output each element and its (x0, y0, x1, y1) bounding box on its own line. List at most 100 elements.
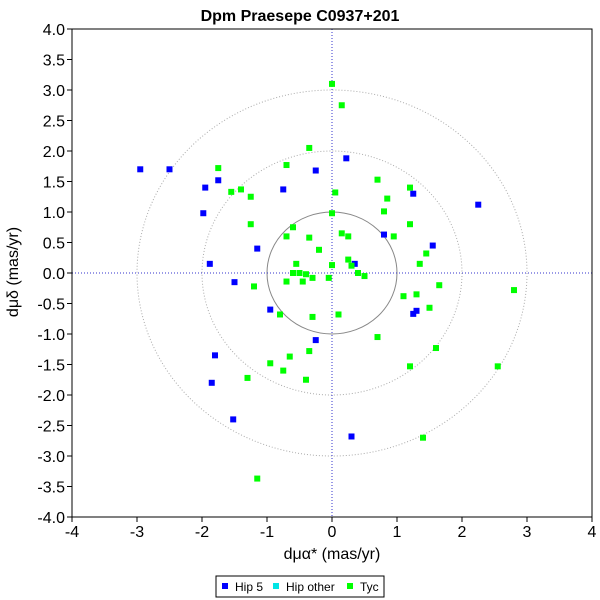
x-tick-label: -4 (65, 524, 79, 541)
legend-swatch-hip-other (273, 583, 279, 589)
point-tyc (296, 270, 303, 276)
point-hip-5 (206, 260, 213, 267)
point-tyc (338, 102, 345, 109)
point-tyc (361, 273, 368, 280)
point-tyc (407, 363, 413, 370)
point-hip-5 (200, 210, 207, 217)
point-hip-5 (312, 337, 319, 344)
x-tick-label: 3 (523, 524, 532, 541)
point-tyc (244, 374, 251, 381)
point-tyc (277, 311, 283, 318)
point-tyc (390, 233, 397, 240)
y-tick-label: -2.5 (37, 419, 65, 436)
point-tyc (293, 260, 300, 267)
point-tyc (329, 262, 335, 269)
x-tick-label: 0 (328, 524, 337, 541)
point-hip-5 (231, 279, 238, 286)
point-hip-5 (413, 307, 420, 314)
point-hip-5 (267, 306, 274, 313)
point-tyc (338, 230, 345, 237)
point-hip-5 (166, 166, 173, 173)
x-tick-label: 2 (458, 524, 467, 541)
point-tyc (355, 270, 361, 276)
y-tick-label: -2.0 (37, 388, 65, 405)
legend-items: Hip 5 Hip other Tyc (222, 580, 379, 594)
y-tick-label: 1.0 (43, 205, 65, 222)
y-tick-label: 2.0 (43, 144, 65, 161)
legend-label-hip-other: Hip other (286, 580, 335, 594)
point-hip-5 (351, 260, 358, 267)
point-tyc (407, 221, 413, 228)
y-tick-label: -0.5 (37, 297, 65, 314)
point-tyc (283, 278, 290, 285)
x-tick-label: -2 (195, 524, 209, 541)
y-axis-title: dμδ (mas/yr) (5, 227, 22, 317)
point-tyc (407, 184, 413, 191)
x-axis-ticks: -4 -3 -2 -1 0 1 2 3 4 (65, 517, 597, 541)
legend-box (215, 575, 385, 598)
point-tyc (280, 367, 287, 374)
point-hip-5 (212, 352, 218, 359)
point-tyc (511, 287, 517, 294)
point-tyc (316, 246, 322, 253)
point-tyc (286, 353, 293, 360)
legend-label-hip-5: Hip 5 (235, 580, 263, 594)
point-tyc (306, 348, 313, 355)
point-hip-5 (343, 155, 350, 162)
point-tyc (426, 304, 433, 311)
y-tick-label: 0.0 (43, 266, 65, 283)
point-tyc (254, 475, 261, 482)
y-tick-label: -4.0 (37, 510, 65, 527)
point-tyc (384, 195, 391, 202)
legend-label-tyc: Tyc (360, 580, 379, 594)
point-tyc (303, 271, 309, 278)
circle-3 (136, 89, 528, 457)
point-tyc (329, 80, 335, 87)
point-hip-5 (429, 242, 436, 249)
x-axis-title: dμα* (mas/yr) (284, 546, 381, 563)
point-hip-5 (475, 201, 482, 208)
y-tick-label: 1.5 (43, 175, 65, 192)
y-tick-label: 4.0 (43, 22, 65, 39)
point-hip-5 (348, 433, 355, 440)
y-tick-label: -3.0 (37, 449, 65, 466)
point-tyc (290, 270, 296, 276)
x-tick-label: 4 (588, 524, 597, 541)
point-tyc (306, 144, 313, 151)
point-tyc (348, 262, 355, 269)
point-hip-5 (202, 184, 209, 191)
point-tyc (413, 291, 420, 298)
point-tyc (299, 278, 306, 285)
y-axis-ticks: 4.0 3.5 3.0 2.5 2.0 1.5 1.0 0.5 0.0 -0.5 -1.0 -1.5 -… (37, 22, 72, 527)
point-tyc (374, 334, 381, 341)
point-hip-5 (381, 231, 387, 238)
point-tyc (332, 189, 339, 196)
y-tick-label: 0.5 (43, 236, 65, 253)
y-tick-label: 2.5 (43, 114, 65, 131)
point-tyc (400, 293, 407, 300)
x-tick-label: -3 (130, 524, 144, 541)
point-tyc (251, 283, 257, 290)
point-tyc (283, 162, 290, 169)
point-tyc (325, 274, 332, 281)
point-tyc (309, 274, 316, 281)
point-tyc (309, 313, 316, 320)
point-tyc (329, 210, 335, 217)
legend-swatch-hip-5 (222, 583, 228, 589)
point-hip-5 (137, 166, 144, 173)
point-tyc (215, 165, 222, 172)
point-hip-5 (280, 186, 287, 193)
point-hip-5 (410, 190, 417, 197)
point-tyc (433, 345, 439, 352)
point-hip-5 (215, 177, 222, 184)
zero-crosshair (72, 29, 592, 517)
point-tyc (247, 221, 254, 228)
point-tyc (283, 233, 290, 240)
point-tyc (238, 186, 244, 193)
point-hip-5 (410, 310, 417, 317)
y-tick-label: 3.5 (43, 53, 65, 70)
point-tyc (303, 376, 309, 383)
point-tyc (267, 360, 274, 367)
point-tyc (423, 250, 430, 257)
point-tyc (228, 188, 235, 195)
